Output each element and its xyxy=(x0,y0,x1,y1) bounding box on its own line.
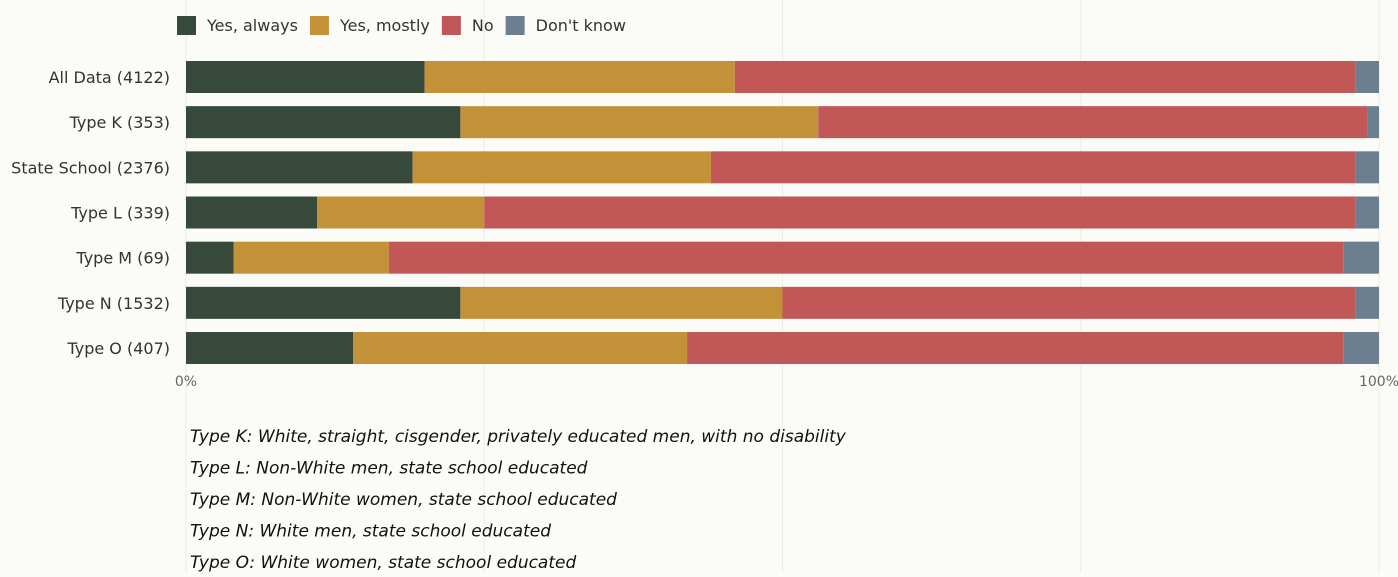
footnote: Type M: Non-White women, state school ed… xyxy=(190,490,617,510)
bar-segment xyxy=(186,241,234,274)
bar-segment xyxy=(186,332,354,365)
bar-segment xyxy=(186,61,425,93)
bar-segment xyxy=(734,61,1356,93)
bar-segment xyxy=(1355,286,1379,319)
bar-segment xyxy=(1355,151,1379,184)
bar-segment xyxy=(186,196,318,229)
bar-segment xyxy=(412,151,711,184)
bar-segment xyxy=(424,61,735,93)
bar-segment xyxy=(460,106,819,139)
footnote: Type L: Non-White men, state school educ… xyxy=(190,459,588,479)
bar-segment xyxy=(317,196,485,229)
bar-segment xyxy=(1367,106,1379,139)
category-label: Type N (1532) xyxy=(57,294,170,313)
bar-segment xyxy=(186,151,413,184)
category-label: Type M (69) xyxy=(75,249,170,268)
legend-label: No xyxy=(472,16,494,35)
x-tick-label: 100% xyxy=(1359,374,1398,390)
bar-segment xyxy=(782,286,1356,319)
bar-segment xyxy=(186,106,461,139)
legend-swatch xyxy=(177,16,196,35)
bar-segment xyxy=(484,196,1356,229)
category-label: Type L (339) xyxy=(70,204,170,223)
bar-segment xyxy=(1355,61,1379,93)
bar-segment xyxy=(1355,196,1379,229)
legend-swatch xyxy=(505,16,525,35)
legend-swatch xyxy=(441,16,461,35)
category-label: Type K (353) xyxy=(69,113,170,132)
legend-label: Yes, mostly xyxy=(339,16,430,35)
bar-segment xyxy=(233,241,389,274)
bar-segment xyxy=(687,332,1344,365)
legend: Yes, always Yes, mostly No Don't know xyxy=(177,16,626,35)
bar-segment xyxy=(460,286,783,319)
bar-segment xyxy=(186,286,461,319)
bar-segment xyxy=(388,241,1344,274)
category-label: Type O (407) xyxy=(66,339,170,358)
footnote: Type K: White, straight, cisgender, priv… xyxy=(190,427,847,447)
category-label: All Data (4122) xyxy=(49,68,170,87)
legend-label: Yes, always xyxy=(206,16,298,35)
bar-segment xyxy=(353,332,688,365)
bar-segment xyxy=(1343,332,1379,365)
legend-label: Don't know xyxy=(536,16,626,35)
footnote: Type O: White women, state school educat… xyxy=(190,553,576,573)
x-tick-label: 0% xyxy=(175,374,197,390)
category-label: State School (2376) xyxy=(11,158,170,177)
footnote: Type N: White men, state school educated xyxy=(190,522,551,542)
legend-swatch xyxy=(309,16,329,35)
bar-segment xyxy=(1343,241,1379,274)
bar-segment xyxy=(710,151,1356,184)
bar-segment xyxy=(818,106,1368,139)
